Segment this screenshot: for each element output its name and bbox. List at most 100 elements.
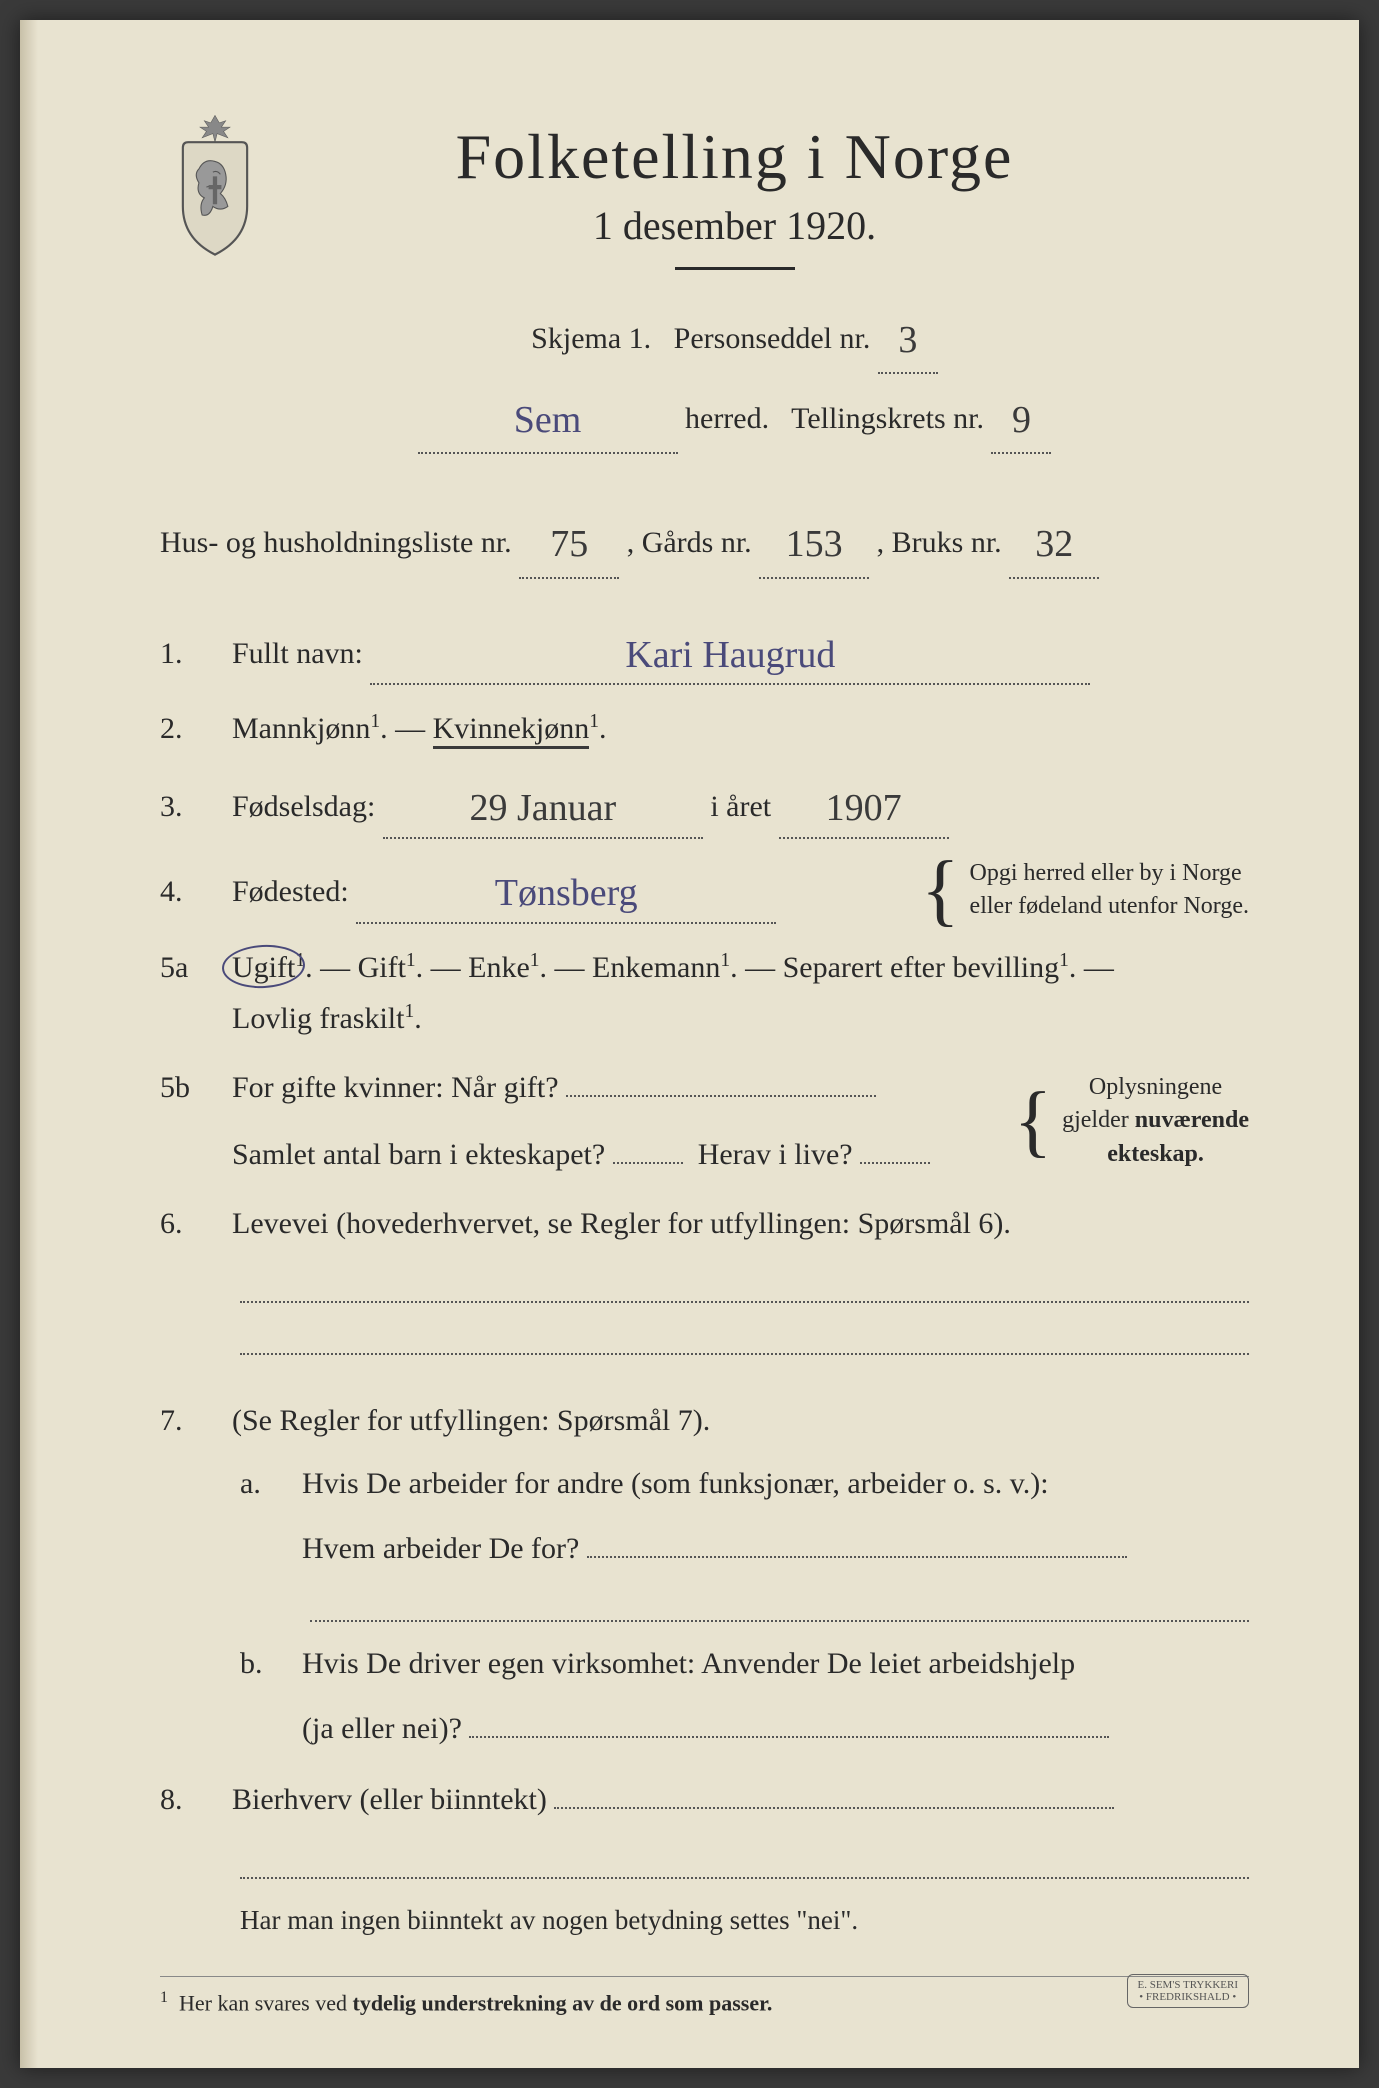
q6-field-2 [240, 1319, 1249, 1355]
q1-row: 1. Fullt navn: Kari Haugrud [160, 619, 1249, 686]
q7-row: 7. (Se Regler for utfyllingen: Spørsmål … [160, 1395, 1249, 1446]
q1-num: 1. [160, 628, 220, 679]
q3-day-field: 29 Januar [383, 772, 703, 839]
q4-label: Fødested: [232, 875, 349, 908]
herred-field: Sem [418, 380, 678, 454]
q5b-note-l2: gjelder nuværende [1062, 1104, 1249, 1138]
bruks-field: 32 [1009, 504, 1099, 578]
q5a-opt6: Lovlig fraskilt [232, 1002, 404, 1035]
q5b-num: 5b [160, 1062, 220, 1113]
q7b-row: b. Hvis De driver egen virksomhet: Anven… [160, 1638, 1249, 1754]
krets-field: 9 [991, 380, 1051, 454]
coat-of-arms [160, 110, 270, 260]
person-nr-field: 3 [878, 300, 938, 374]
q5a-content: Ugift1. — Gift1. — Enke1. — Enkemann1. —… [232, 942, 1249, 1044]
q3-num: 3. [160, 781, 220, 832]
q7b-content: Hvis De driver egen virksomhet: Anvender… [302, 1638, 1249, 1754]
q4-field: Tønsberg [356, 857, 776, 924]
q5b-row: 5b For gifte kvinner: Når gift? Samlet a… [160, 1062, 1249, 1180]
q4-num: 4. [160, 866, 220, 917]
q8-label: Bierhverv (eller biinntekt) [232, 1783, 547, 1816]
q5b-live-field [860, 1162, 930, 1164]
person-nr-value: 3 [898, 319, 917, 361]
q2-content: Mannkjønn1. — Kvinnekjønn1. [232, 703, 1249, 754]
footnote-sup: 1 [160, 1989, 168, 2006]
q3-content: Fødselsdag: 29 Januar i året 1907 [232, 772, 1249, 839]
q7b-l1: Hvis De driver egen virksomhet: Anvender… [302, 1638, 1249, 1689]
q2-num: 2. [160, 703, 220, 754]
q5b-brace: { [1014, 1093, 1052, 1149]
q3-label: Fødselsdag: [232, 790, 375, 823]
q5b-note-l3: ekteskap. [1062, 1138, 1249, 1172]
q2-m-sup: 1 [370, 711, 380, 732]
q5a-opt2: Gift [358, 951, 406, 984]
q7b-num: b. [240, 1638, 290, 1689]
q7b-l2: (ja eller nei)? [302, 1712, 462, 1745]
q1-field: Kari Haugrud [370, 619, 1090, 686]
footnote-text: Her kan svares ved [179, 1991, 353, 2016]
q4-note-l2: eller fødeland utenfor Norge. [970, 890, 1249, 924]
q6-content: Levevei (hovederhvervet, se Regler for u… [232, 1198, 1249, 1249]
q5a-opt5: Separert efter bevilling [783, 951, 1060, 984]
q8-note: Har man ingen biinntekt av nogen betydni… [160, 1895, 1249, 1946]
subtitle: 1 desember 1920. [220, 202, 1249, 249]
q5b-gift-field [566, 1095, 876, 1097]
q7a-field [587, 1556, 1127, 1558]
q3-day-value: 29 Januar [470, 787, 617, 829]
bruks-value: 32 [1035, 523, 1073, 565]
krets-value: 9 [1012, 399, 1031, 441]
q5b-note: Oplysningene gjelder nuværende ekteskap. [1062, 1071, 1249, 1172]
q5b-l2a: Samlet antal barn i ekteskapet? [232, 1138, 605, 1171]
q3-year-label: i året [710, 790, 771, 823]
q5b-l1a: For gifte kvinner: Når gift? [232, 1071, 559, 1104]
q2-m: Mannkjønn [232, 712, 370, 745]
q6-label: Levevei (hovederhvervet, se Regler for u… [232, 1207, 1011, 1240]
herred-value: Sem [514, 399, 582, 441]
header: Folketelling i Norge 1 desember 1920. Sk… [160, 120, 1249, 454]
title-rule [675, 267, 795, 270]
hus-line: Hus- og husholdningsliste nr. 75 , Gårds… [160, 504, 1249, 578]
q8-content: Bierhverv (eller biinntekt) [232, 1774, 1249, 1825]
q5a-opt3: Enke [468, 951, 530, 984]
stamp-l2: • FREDRIKSHALD • [1138, 1991, 1239, 2003]
q4-brace: { [921, 862, 959, 918]
q5a-opt4: Enkemann [592, 951, 720, 984]
q7a-num: a. [240, 1458, 290, 1509]
q5b-barn-field [613, 1162, 683, 1164]
q4-note-l1: Opgi herred eller by i Norge [970, 857, 1249, 891]
q8-row: 8. Bierhverv (eller biinntekt) [160, 1774, 1249, 1825]
footnote: 1 Her kan svares ved tydelig understrekn… [160, 1989, 1249, 2016]
q7a-l1: Hvis De arbeider for andre (som funksjon… [302, 1458, 1249, 1509]
title-block: Folketelling i Norge 1 desember 1920. Sk… [160, 120, 1249, 454]
herred-line: Sem herred. Tellingskrets nr. 9 [220, 380, 1249, 454]
q7a-field-2 [310, 1586, 1249, 1622]
q6-num: 6. [160, 1198, 220, 1249]
q3-year-value: 1907 [826, 787, 902, 829]
q7a-content: Hvis De arbeider for andre (som funksjon… [302, 1458, 1249, 1574]
q5a-opt1: Ugift [232, 951, 295, 984]
q4-note: Opgi herred eller by i Norge eller fødel… [970, 857, 1249, 924]
q7a-row: a. Hvis De arbeider for andre (som funks… [160, 1458, 1249, 1574]
main-title: Folketelling i Norge [220, 120, 1249, 194]
stamp-l1: E. SEM'S TRYKKERI [1138, 1979, 1239, 1991]
q1-value: Kari Haugrud [625, 634, 835, 676]
gards-field: 153 [759, 504, 869, 578]
q5b-l2b: Herav i live? [698, 1138, 853, 1171]
q4-content: Fødested: Tønsberg { Opgi herred eller b… [232, 857, 1249, 924]
q2-k: Kvinnekjønn [433, 712, 590, 749]
gards-label: , Gårds nr. [627, 526, 752, 559]
q2-m-dot: . [380, 712, 388, 745]
footnote-rule [160, 1976, 1249, 1977]
q7-block: 7. (Se Regler for utfyllingen: Spørsmål … [160, 1395, 1249, 1754]
q6-field-1 [240, 1267, 1249, 1303]
person-label: Personseddel nr. [674, 322, 871, 355]
bruks-label: , Bruks nr. [877, 526, 1002, 559]
skjema-label: Skjema 1. [531, 322, 651, 355]
footnote-bold: tydelig understrekning av de ord som pas… [353, 1991, 773, 2016]
q7b-field [469, 1736, 1109, 1738]
herred-label: herred. [685, 402, 769, 435]
hus-value: 75 [550, 523, 588, 565]
skjema-line: Skjema 1. Personseddel nr. 3 [220, 300, 1249, 374]
census-form-page: Folketelling i Norge 1 desember 1920. Sk… [20, 20, 1359, 2068]
q3-row: 3. Fødselsdag: 29 Januar i året 1907 [160, 772, 1249, 839]
